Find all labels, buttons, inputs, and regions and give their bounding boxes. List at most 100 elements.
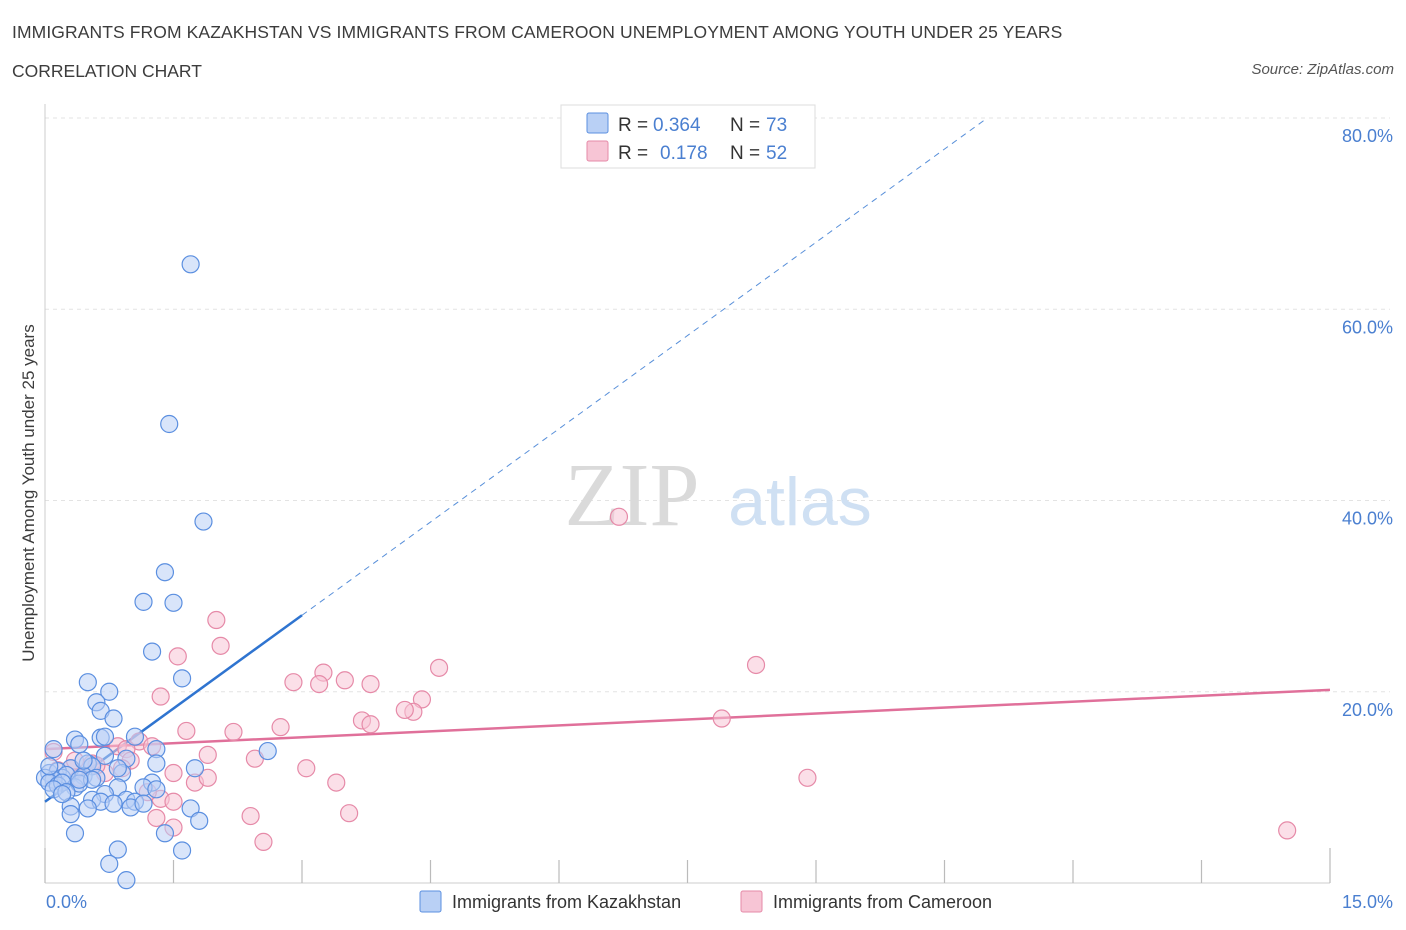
stat-n-value-cameroon: 52 xyxy=(766,143,787,164)
stat-legend-swatch-cameroon xyxy=(586,140,609,162)
point-kazakhstan xyxy=(95,727,115,746)
point-kazakhstan xyxy=(61,805,80,824)
point-kazakhstan xyxy=(100,854,119,873)
point-kazakhstan xyxy=(70,770,89,789)
stat-n-label-kazakhstan: N = xyxy=(730,115,760,136)
watermark: ZIP atlas xyxy=(565,446,872,545)
point-cameroon xyxy=(177,721,196,741)
point-kazakhstan xyxy=(104,794,123,813)
point-kazakhstan xyxy=(134,794,153,813)
point-cameroon xyxy=(609,507,629,526)
source-credit: Source: ZipAtlas.com xyxy=(1251,61,1394,78)
point-cameroon xyxy=(712,709,731,728)
y-axis-title: Unemployment Among Youth under 25 years xyxy=(19,324,38,661)
point-kazakhstan xyxy=(125,727,145,746)
point-kazakhstan xyxy=(164,593,183,612)
point-kazakhstan xyxy=(100,682,119,701)
point-cameroon xyxy=(198,745,217,764)
point-cameroon xyxy=(164,763,183,783)
axis-labels: Unemployment Among Youth under 25 years xyxy=(19,324,38,661)
point-kazakhstan xyxy=(95,746,115,765)
axes-layer: 20.0% 40.0% 60.0% 80.0% 0.0% 15.0% xyxy=(44,104,1393,912)
point-cameroon xyxy=(746,655,766,675)
point-kazakhstan xyxy=(172,841,192,860)
point-kazakhstan xyxy=(74,751,93,770)
data-points xyxy=(35,255,1297,890)
x-tick-label: 15.0% xyxy=(1342,892,1393,912)
point-cameroon xyxy=(284,673,303,692)
y-tick-label: 40.0% xyxy=(1342,509,1393,529)
point-cameroon xyxy=(164,792,183,811)
point-cameroon xyxy=(168,647,187,666)
point-cameroon xyxy=(241,806,260,826)
point-cameroon xyxy=(147,808,166,828)
point-kazakhstan xyxy=(147,754,166,773)
point-kazakhstan xyxy=(181,799,200,818)
point-kazakhstan xyxy=(258,741,277,761)
point-kazakhstan xyxy=(104,709,123,728)
trend-line-cameroon xyxy=(44,688,1331,751)
point-cameroon xyxy=(254,832,273,851)
stat-r-label-cameroon: R = xyxy=(618,143,648,164)
point-kazakhstan xyxy=(65,824,85,843)
stat-n-value-kazakhstan: 73 xyxy=(766,115,787,136)
point-kazakhstan xyxy=(155,824,175,843)
point-cameroon xyxy=(151,687,170,706)
point-kazakhstan xyxy=(117,871,136,890)
point-kazakhstan xyxy=(108,759,127,778)
point-kazakhstan xyxy=(181,255,200,274)
point-kazakhstan xyxy=(108,840,127,859)
point-cameroon xyxy=(361,715,380,734)
point-cameroon xyxy=(395,700,414,720)
point-cameroon xyxy=(412,690,432,709)
stat-r-value-cameroon: 0.178 xyxy=(660,143,708,164)
point-cameroon xyxy=(340,804,359,823)
point-cameroon xyxy=(297,759,316,778)
legend-label-cameroon: Immigrants from Cameroon xyxy=(773,892,992,912)
point-kazakhstan xyxy=(134,592,153,611)
point-kazakhstan xyxy=(78,673,97,692)
point-kazakhstan xyxy=(172,669,192,688)
y-tick-label: 60.0% xyxy=(1342,317,1393,337)
watermark-atlas: atlas xyxy=(728,464,872,540)
point-kazakhstan xyxy=(44,740,63,759)
point-kazakhstan xyxy=(78,799,97,818)
point-cameroon xyxy=(361,674,380,694)
y-tick-label: 80.0% xyxy=(1342,126,1393,146)
chart-title: IMMIGRANTS FROM KAZAKHSTAN VS IMMIGRANTS… xyxy=(12,22,1063,42)
grid-layer xyxy=(45,117,1390,693)
point-cameroon xyxy=(310,674,329,694)
point-cameroon xyxy=(429,658,449,677)
chart-subtitle: CORRELATION CHART xyxy=(12,61,202,81)
point-cameroon xyxy=(207,610,226,630)
point-cameroon xyxy=(271,718,290,737)
trend-line-kazakhstan-projection xyxy=(301,117,988,616)
stat-r-value-kazakhstan: 0.364 xyxy=(653,115,701,136)
point-kazakhstan xyxy=(142,642,162,661)
stat-n-label-cameroon: N = xyxy=(730,143,760,164)
x-tick-label: 0.0% xyxy=(46,892,87,912)
point-kazakhstan xyxy=(155,563,175,582)
point-cameroon xyxy=(224,722,243,742)
point-cameroon xyxy=(198,768,217,787)
legend-swatch-cameroon xyxy=(740,890,763,913)
y-tick-label: 20.0% xyxy=(1342,700,1393,720)
point-kazakhstan xyxy=(40,757,59,776)
point-cameroon xyxy=(798,768,817,787)
series-legend: Immigrants from Kazakhstan Immigrants fr… xyxy=(419,890,992,913)
point-cameroon xyxy=(1278,821,1297,840)
stat-r-label-kazakhstan: R = xyxy=(618,115,648,136)
point-kazakhstan xyxy=(194,512,213,531)
point-kazakhstan xyxy=(147,780,166,799)
point-kazakhstan xyxy=(190,811,209,830)
point-kazakhstan xyxy=(160,414,179,434)
point-kazakhstan xyxy=(185,759,205,778)
stat-legend-swatch-kazakhstan xyxy=(586,112,609,134)
point-cameroon xyxy=(211,636,230,655)
point-cameroon xyxy=(335,671,354,690)
stat-legend: R = 0.364 N = 73 R = 0.178 N = 52 xyxy=(560,104,816,169)
point-kazakhstan xyxy=(70,735,89,754)
watermark-zip: ZIP xyxy=(565,446,700,545)
point-kazakhstan xyxy=(53,784,72,804)
